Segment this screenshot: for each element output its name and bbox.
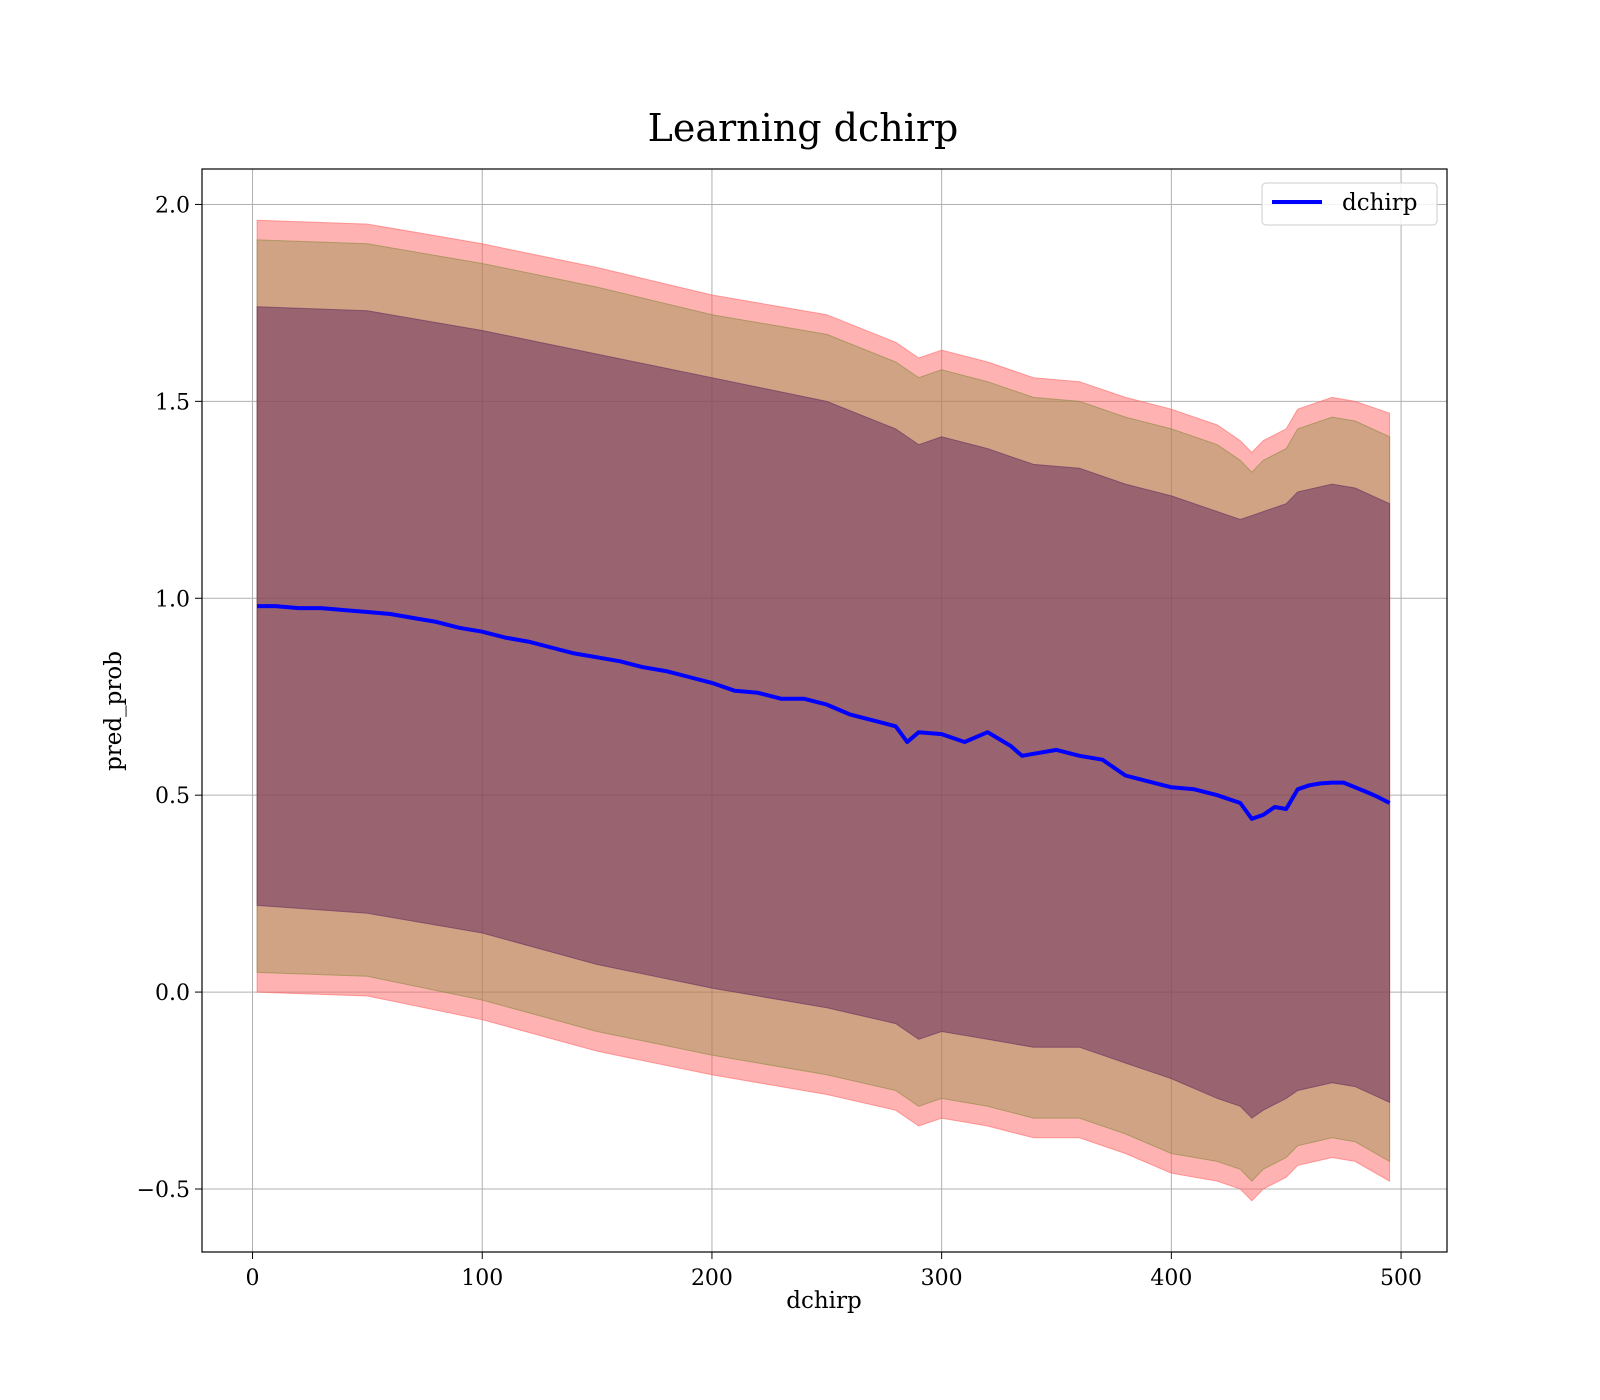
x-tick-label: 100	[461, 1266, 503, 1291]
legend: dchirp	[1261, 182, 1438, 226]
series-line	[257, 604, 1391, 821]
y-axis-label: pred_prob	[101, 651, 127, 771]
y-tick-label: 0.5	[155, 784, 190, 809]
x-axis-label: dchirp	[786, 1288, 862, 1314]
y-tick-label: 2.0	[155, 193, 190, 218]
x-tick-label: 0	[246, 1266, 260, 1291]
axis-ticks: 0 100 200 300 400 500 −0.5 0.0 0.5 1.0 1.5 2.0	[137, 193, 1422, 1291]
y-tick-label: 0.0	[155, 981, 190, 1006]
x-tick-label: 300	[921, 1266, 963, 1291]
line-series	[257, 604, 1391, 821]
x-tick-label: 200	[691, 1266, 733, 1291]
y-tick-label: 1.0	[155, 587, 190, 612]
x-tick-label: 500	[1380, 1266, 1422, 1291]
confidence-bands	[256, 219, 1391, 1202]
x-tick-label: 400	[1150, 1266, 1192, 1291]
legend-label: dchirp	[1342, 190, 1418, 216]
y-tick-label: −0.5	[137, 1178, 190, 1203]
plot-area-frame	[201, 168, 1448, 1253]
y-tick-label: 1.5	[155, 390, 190, 415]
chart-title: Learning dchirp	[648, 106, 959, 150]
confidence-band	[256, 306, 1391, 1119]
legend-box	[1261, 182, 1438, 226]
